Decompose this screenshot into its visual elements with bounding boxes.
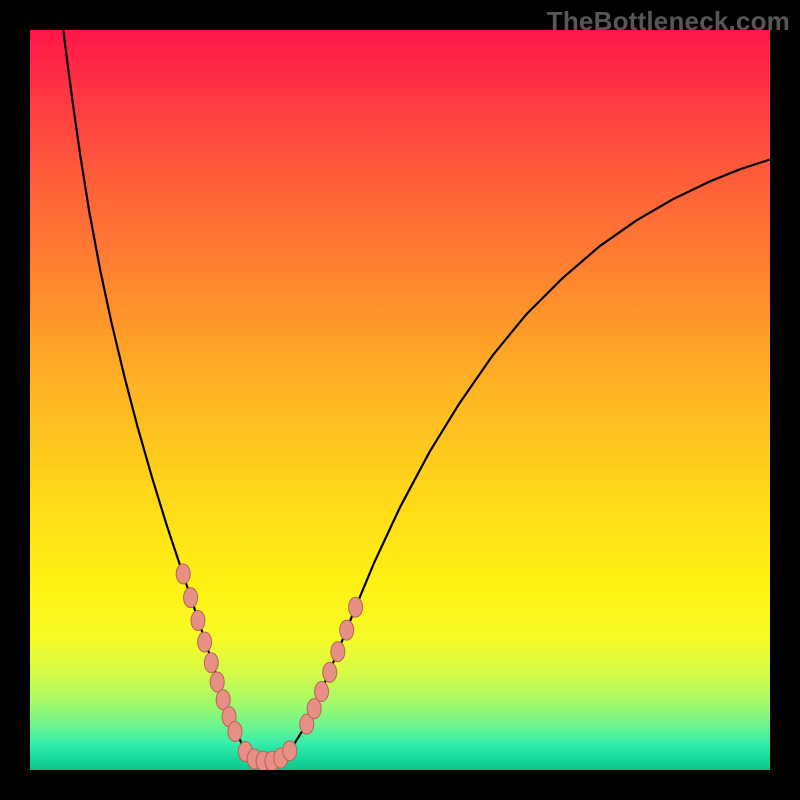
curve-marker xyxy=(315,682,329,702)
plot-area xyxy=(30,30,770,770)
curve-marker xyxy=(331,642,345,662)
chart-background xyxy=(30,30,770,770)
curve-marker xyxy=(184,588,198,608)
curve-marker xyxy=(204,653,218,673)
curve-marker xyxy=(349,597,363,617)
chart-svg xyxy=(30,30,770,770)
curve-marker xyxy=(340,620,354,640)
curve-marker xyxy=(307,699,321,719)
watermark-text: TheBottleneck.com xyxy=(547,6,790,37)
curve-marker xyxy=(210,672,224,692)
curve-marker xyxy=(228,722,242,742)
curve-marker xyxy=(198,632,212,652)
curve-marker xyxy=(323,662,337,682)
curve-marker xyxy=(283,741,297,761)
curve-marker xyxy=(176,564,190,584)
curve-marker xyxy=(191,611,205,631)
